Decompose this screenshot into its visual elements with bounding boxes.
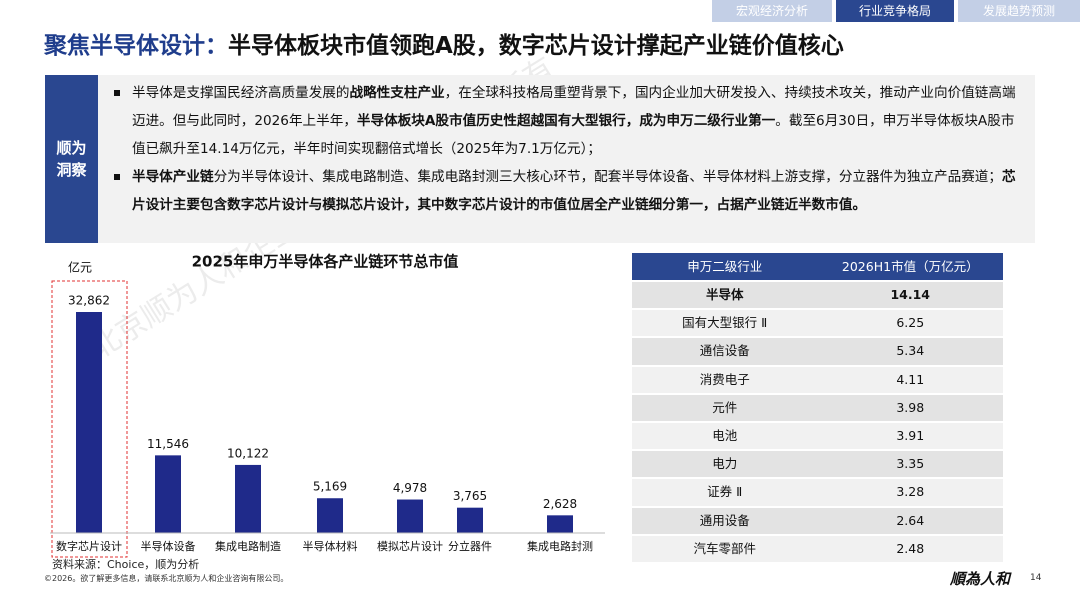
text: ，在全球科技格局重塑背景下，国内企业加大研发投入、持续技术攻关，推动产业向价值链… [132,85,1016,129]
title-highlight: 聚焦半导体设计： [44,33,228,59]
category-label: 半导体设备 [141,539,196,553]
tab[interactable]: 宏观经济分析 [712,0,832,22]
copyright: ©2026。欲了解更多信息，请联系北京顺为人和企业咨询有限公司。 [44,574,289,583]
table-row: 通信设备 5.34 [632,338,1003,365]
text: 半导体是支撑国民经济高质量发展的 [132,85,350,101]
table-cell: 3.91 [896,427,925,443]
table-cell: 电池 [712,427,738,443]
text: 分为半导体设计、集成电路制造、集成电路封测三大核心环节，配套半导体设备、半导体材… [213,169,1002,185]
table-cell: 2.48 [896,540,925,556]
category-label: 模拟芯片设计 [377,539,443,553]
bullet-paragraph: 半导体是支撑国民经济高质量发展的战略性支柱产业，在全球科技格局重塑背景下，国内企… [112,79,1025,163]
table-row: 半导体 14.14 [632,282,1003,309]
insight-box: 半导体是支撑国民经济高质量发展的战略性支柱产业，在全球科技格局重塑背景下，国内企… [98,75,1035,243]
category-label: 数字芯片设计 [56,539,122,553]
bar [76,312,102,533]
value-label: 11,546 [147,437,189,451]
value-label: 5,169 [313,480,347,494]
table-row: 汽车零部件 2.48 [632,535,1003,562]
table-cell: 3.28 [896,484,925,500]
value-label: 3,765 [453,489,487,503]
table-cell: 5.34 [896,343,925,359]
table-cell: 证券 Ⅱ [707,484,743,500]
category-label: 分立器件 [448,539,492,553]
table-cell: 2.64 [896,512,925,528]
table-cell: 消费电子 [699,371,750,387]
bold-text: 半导体板块A股市值历史性超越国有大型银行，成为申万二级行业第一 [356,113,776,129]
page-number: 14 [1030,573,1042,583]
table-cell: 电力 [712,456,738,472]
bar [457,507,483,533]
table-row: 通用设备 2.64 [632,507,1003,534]
highlight-box [51,280,128,558]
insight-label: 顺为洞察 [45,75,98,243]
tab-active[interactable]: 行业竞争格局 [836,0,954,22]
chart-title: 2025年申万半导体各产业链环节总市值 [192,253,459,271]
title-rest: 半导体板块市值领跑A股，数字芯片设计撑起产业链价值核心 [228,33,844,59]
header-cell: 2026H1市值（万亿元） [841,259,979,274]
bold-text: 芯片设计主要包含数字芯片设计与模拟芯片设计，其中数字芯片设计的市值位居全产业链细… [132,169,1016,213]
bar [155,455,181,533]
table-row: 证券 Ⅱ 3.28 [632,479,1003,506]
table-cell: 3.35 [896,456,925,472]
table-cell: 4.11 [896,371,925,387]
logo: 順為人和 [950,570,1011,588]
table-cell: 通信设备 [699,343,750,359]
chart: 2025年申万半导体各产业链环节总市值 亿元 32,862 数字芯片设计 11,546 半… [50,253,605,558]
table-cell: 半导体 [705,287,744,302]
bold-text: 半导体产业链 [132,169,214,185]
value-label: 4,978 [393,481,427,495]
table-cell: 通用设备 [699,512,750,528]
bar [235,464,261,533]
table-row: 国有大型银行 Ⅱ 6.25 [632,310,1003,337]
bar [547,515,573,533]
table-row: 元件 3.98 [632,394,1003,421]
table: 申万二级行业 2026H1市值（万亿元） 半导体 14.14 国有大型银行 Ⅱ 6.25 通… [632,253,1003,564]
value-label: 32,862 [68,294,110,308]
category-label: 集成电路制造 [215,539,281,553]
insight-label-text: 顺为洞察 [56,139,87,179]
header-cell: 申万二级行业 [687,259,763,274]
table-cell: 元件 [712,399,738,415]
category-label: 集成电路封测 [527,539,593,553]
bar [317,498,343,533]
value-label: 10,122 [227,446,269,460]
tab[interactable]: 发展趋势预测 [958,0,1080,22]
table-row: 消费电子 4.11 [632,366,1003,393]
table-cell: 14.14 [890,287,931,302]
source: 资料来源：Choice，顺为分析 [52,558,200,571]
table-header: 申万二级行业 2026H1市值（万亿元） [632,253,1003,280]
table-cell: 3.98 [896,399,925,415]
bar [397,499,423,533]
unit-label: 亿元 [68,260,92,275]
table-cell: 汽车零部件 [693,540,756,556]
table-row: 电池 3.91 [632,422,1003,450]
text: 。截至6月30日，申万半导体板块A股市值已飙升至14.14万亿元，半年时间实现翻… [132,113,1015,157]
table-row: 电力 3.35 [632,451,1003,478]
bold-text: 战略性支柱产业 [349,85,445,101]
category-label: 半导体材料 [303,539,358,553]
bullet-paragraph: 半导体产业链分为半导体设计、集成电路制造、集成电路封测三大核心环节，配套半导体设… [112,163,1025,219]
table-cell: 国有大型银行 Ⅱ [682,315,768,331]
value-label: 2,628 [543,497,577,511]
title: 聚焦半导体设计：半导体板块市值领跑A股，数字芯片设计撑起产业链价值核心 [44,26,844,60]
table-cell: 6.25 [896,315,925,331]
